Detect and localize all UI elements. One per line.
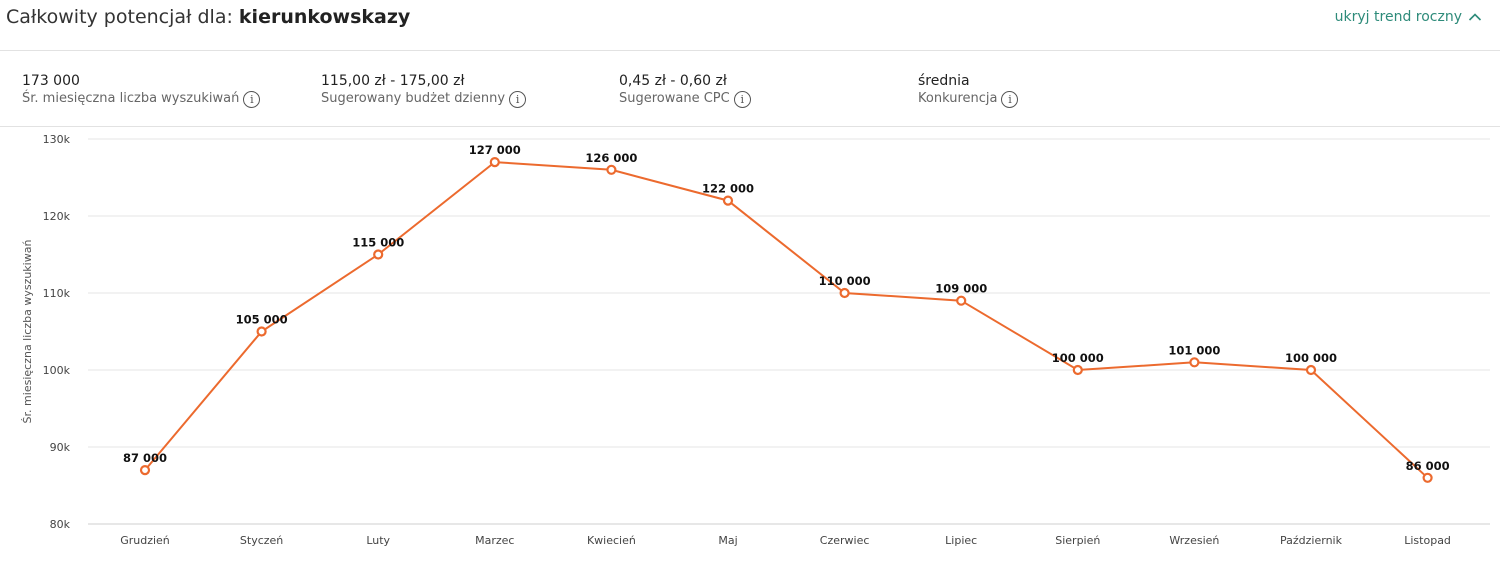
data-label: 122 000 bbox=[702, 182, 754, 196]
data-label: 86 000 bbox=[1406, 459, 1450, 473]
metric-competition: średnia Konkurencja i bbox=[918, 72, 1019, 108]
data-point bbox=[1189, 357, 1200, 368]
x-tick-label: Październik bbox=[1280, 534, 1343, 547]
x-tick-label: Grudzień bbox=[120, 534, 170, 547]
hide-trend-toggle[interactable]: ukryj trend roczny bbox=[1335, 9, 1482, 25]
x-tick-label: Styczeń bbox=[240, 534, 283, 547]
data-point bbox=[956, 295, 967, 306]
info-icon[interactable]: i bbox=[733, 90, 751, 108]
metric-label: Śr. miesięczna liczba wyszukiwań bbox=[22, 91, 240, 106]
data-label: 126 000 bbox=[585, 151, 637, 165]
series-line-path bbox=[144, 161, 1429, 479]
y-tick-label: 130k bbox=[43, 133, 71, 146]
chart-grid bbox=[88, 138, 1490, 525]
header-divider bbox=[0, 50, 1500, 51]
metrics-divider bbox=[0, 126, 1500, 127]
x-tick-label: Czerwiec bbox=[820, 534, 870, 547]
metric-avg-searches: 173 000 Śr. miesięczna liczba wyszukiwań… bbox=[22, 72, 261, 108]
title-prefix: Całkowity potencjał dla: bbox=[6, 6, 239, 28]
metric-value: średnia bbox=[918, 73, 970, 89]
data-point bbox=[256, 326, 267, 337]
metric-cpc: 0,45 zł - 0,60 zł Sugerowane CPC i bbox=[619, 72, 751, 108]
info-icon[interactable]: i bbox=[509, 90, 527, 108]
y-tick-label: 100k bbox=[43, 364, 71, 377]
header: Całkowity potencjał dla: kierunkowskazy … bbox=[0, 0, 1500, 40]
series-line bbox=[144, 161, 1429, 479]
data-point bbox=[722, 195, 734, 206]
x-tick-label: Lipiec bbox=[945, 534, 977, 547]
chevron-up-icon bbox=[1468, 13, 1482, 21]
page-title: Całkowity potencjał dla: kierunkowskazy bbox=[6, 6, 410, 28]
data-point bbox=[1305, 364, 1317, 376]
data-point bbox=[139, 465, 151, 476]
y-tick-label: 120k bbox=[43, 210, 71, 223]
hide-trend-label: ukryj trend roczny bbox=[1334, 9, 1462, 25]
data-label: 105 000 bbox=[236, 313, 288, 327]
metric-value: 173 000 bbox=[22, 73, 80, 89]
info-icon[interactable]: i bbox=[1001, 90, 1019, 108]
data-label: 109 000 bbox=[935, 282, 987, 296]
trend-chart: 80k 90k 100k 110k 120k 130k Grudzień Styczeń Lu… bbox=[21, 133, 1490, 547]
data-label: 110 000 bbox=[819, 274, 871, 288]
y-axis: 80k 90k 100k 110k 120k 130k bbox=[43, 133, 71, 531]
metric-label: Sugerowany budżet dzienny bbox=[321, 91, 506, 106]
data-point bbox=[489, 156, 500, 168]
metric-value: 115,00 zł - 175,00 zł bbox=[321, 73, 465, 89]
info-icon[interactable]: i bbox=[243, 90, 261, 108]
data-label: 87 000 bbox=[123, 451, 167, 465]
data-label: 115 000 bbox=[352, 236, 404, 250]
data-point bbox=[606, 164, 617, 175]
data-point bbox=[839, 287, 850, 299]
title-keyword: kierunkowskazy bbox=[238, 6, 411, 28]
metric-label: Sugerowane CPC bbox=[619, 91, 730, 106]
y-tick-label: 110k bbox=[43, 287, 71, 300]
data-label: 100 000 bbox=[1285, 351, 1337, 365]
x-tick-label: Luty bbox=[366, 534, 390, 547]
data-point bbox=[1072, 364, 1083, 376]
x-tick-label: Listopad bbox=[1404, 534, 1451, 547]
data-points bbox=[139, 156, 1433, 483]
metric-value: 0,45 zł - 0,60 zł bbox=[619, 73, 727, 89]
y-axis-label: Śr. miesięczna liczba wyszukiwań bbox=[21, 240, 34, 424]
x-tick-label: Marzec bbox=[475, 534, 514, 547]
x-tick-label: Wrzesień bbox=[1169, 534, 1219, 547]
y-tick-label: 80k bbox=[50, 518, 71, 531]
x-axis: Grudzień Styczeń Luty Marzec Kwiecień Maj Czer… bbox=[120, 534, 1451, 547]
data-label: 100 000 bbox=[1052, 351, 1104, 365]
data-labels: 87 000 105 000 115 000 127 000 126 000 122 00… bbox=[123, 143, 1450, 473]
metric-label: Konkurencja bbox=[918, 91, 998, 106]
x-tick-label: Maj bbox=[718, 534, 737, 547]
data-point bbox=[373, 249, 384, 260]
data-label: 127 000 bbox=[469, 143, 521, 157]
x-tick-label: Sierpień bbox=[1055, 534, 1100, 547]
y-tick-label: 90k bbox=[50, 441, 71, 454]
metric-daily-budget: 115,00 zł - 175,00 zł Sugerowany budżet … bbox=[321, 72, 527, 108]
x-tick-label: Kwiecień bbox=[587, 534, 636, 547]
data-point bbox=[1422, 472, 1433, 483]
data-label: 101 000 bbox=[1168, 343, 1220, 357]
